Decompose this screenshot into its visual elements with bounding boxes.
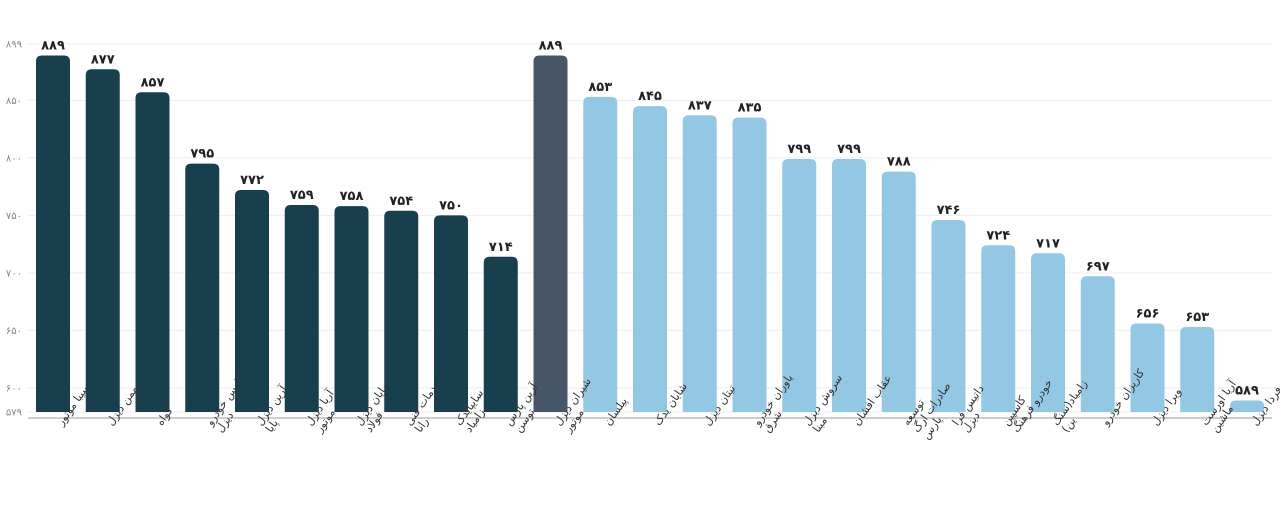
y-tick-label: ۵۷۹ xyxy=(6,408,22,419)
y-axis: ۵۷۹ ۶۰۰ ۶۵۰ ۷۰۰ ۷۵۰ ۸۰۰ ۸۵۰ ۸۹۹ xyxy=(6,40,22,419)
bar[interactable] xyxy=(483,256,518,412)
bar[interactable] xyxy=(583,96,618,413)
bar[interactable] xyxy=(782,159,817,412)
bar[interactable] xyxy=(533,55,568,413)
bar-value-label: ۸۳۵ xyxy=(738,101,762,116)
bar[interactable] xyxy=(633,106,667,412)
bar[interactable] xyxy=(1130,323,1165,412)
bar-value-label: ۷۵۹ xyxy=(290,188,314,203)
bar[interactable] xyxy=(1031,253,1065,412)
bar-value-label: ۸۵۷ xyxy=(141,75,165,90)
x-tick-label-line: پایا xyxy=(263,417,281,435)
bar[interactable] xyxy=(1080,276,1115,412)
bar-value-label: ۸۸۹ xyxy=(539,39,563,54)
y-tick-label: ۶۵۰ xyxy=(6,326,22,337)
bar[interactable] xyxy=(931,219,966,412)
bar[interactable] xyxy=(384,210,419,412)
bar-value-label: ۸۵۳ xyxy=(588,80,612,95)
bar-value-label: ۷۱۴ xyxy=(489,240,513,255)
bar[interactable] xyxy=(682,115,717,413)
bar[interactable] xyxy=(1230,400,1264,413)
bar[interactable] xyxy=(85,69,120,413)
bar[interactable] xyxy=(881,171,916,412)
bar[interactable] xyxy=(36,55,70,413)
bar-value-label: ۷۵۴ xyxy=(389,194,413,209)
y-tick-label: ۶۰۰ xyxy=(6,383,22,394)
bar[interactable] xyxy=(284,205,319,412)
bar[interactable] xyxy=(832,159,866,412)
y-tick-label: ۸۵۰ xyxy=(6,96,22,107)
bar-value-label: ۶۹۷ xyxy=(1086,259,1110,274)
bar-value-label: ۷۹۵ xyxy=(190,147,214,162)
bar-value-label: ۷۴۶ xyxy=(937,203,961,218)
bar[interactable] xyxy=(434,215,468,412)
bar-value-label: ۷۵۸ xyxy=(340,189,364,204)
y-tick-label: ۷۵۰ xyxy=(6,211,22,222)
bar-value-label: ۷۷۲ xyxy=(240,173,264,188)
bar-value-label: ۸۴۵ xyxy=(638,89,662,104)
bar-value-label: ۷۲۴ xyxy=(986,228,1010,243)
bar-value-label: ۸۷۷ xyxy=(91,52,115,67)
bar-value-label: ۵۸۹ xyxy=(1235,384,1259,399)
bar-value-label: ۶۵۶ xyxy=(1136,306,1160,321)
bar-value-label: ۷۱۷ xyxy=(1036,236,1060,251)
bar-value-label: ۷۵۰ xyxy=(439,198,463,213)
bar[interactable] xyxy=(235,190,269,412)
bar[interactable] xyxy=(1180,326,1215,412)
bar[interactable] xyxy=(981,245,1016,412)
bar-value-label: ۷۸۸ xyxy=(887,155,911,170)
bar-value-label: ۷۹۹ xyxy=(787,142,811,157)
bar[interactable] xyxy=(135,92,170,413)
bar[interactable] xyxy=(185,163,220,412)
bar[interactable] xyxy=(732,117,767,412)
bar-value-label: ۷۹۹ xyxy=(837,142,861,157)
y-tick-label: ۷۰۰ xyxy=(6,268,22,279)
bar-value-label: ۶۵۳ xyxy=(1185,310,1209,325)
y-tick-label: ۸۰۰ xyxy=(6,153,22,164)
bar-value-label: ۸۸۹ xyxy=(41,39,65,54)
bar-value-label: ۸۳۷ xyxy=(688,98,712,113)
bar[interactable] xyxy=(334,206,369,412)
y-tick-label: ۸۹۹ xyxy=(6,40,22,51)
bars: ۸۸۹ ۸۷۷ ۸۵۷ ۷۹۵ ۷۷۲ ۷۵۹ ۷۵۸ ۷۵۴ ۷۵۰ ۷۱۴ ۸۸۹ ۸۵۳ ۸۴۵ ۸… xyxy=(36,39,1264,413)
